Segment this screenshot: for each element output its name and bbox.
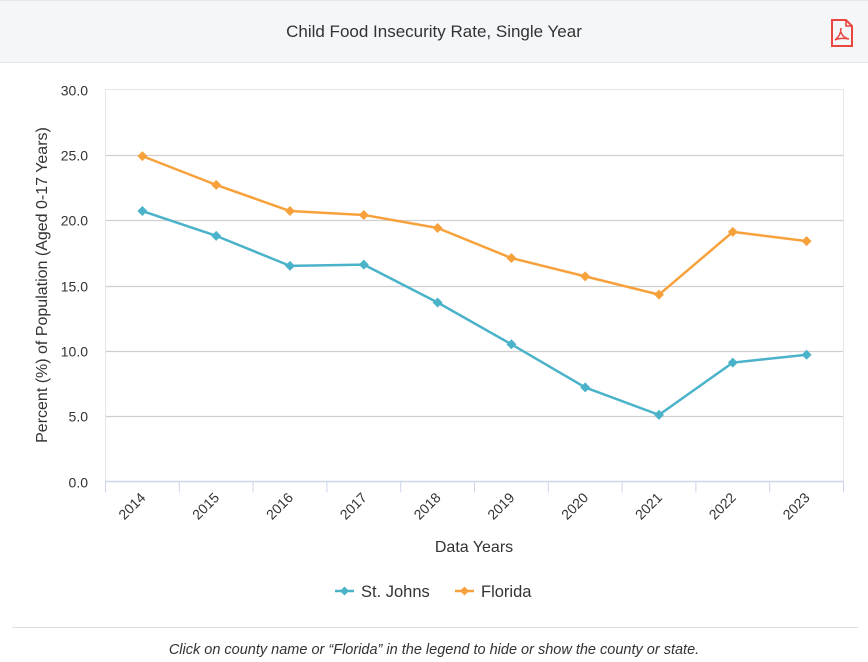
x-tick-label: 2022	[706, 489, 739, 522]
y-tick-label: 30.0	[61, 83, 88, 99]
series-line	[141, 154, 807, 296]
data-point-marker[interactable]	[358, 209, 369, 220]
x-tick-label: 2017	[337, 489, 370, 522]
x-axis-title: Data Years	[435, 539, 513, 556]
series-st-johns	[137, 206, 812, 420]
line-chart: 0.0 5.0 10.0 15.0 20.0 25.0 30.0 2014 2015 2016 2…	[34, 83, 844, 601]
data-point-marker[interactable]	[506, 253, 517, 264]
data-point-marker[interactable]	[801, 349, 812, 360]
y-tick-label: 15.0	[61, 279, 88, 295]
x-tick-label: 2023	[779, 489, 812, 522]
legend-diamond-icon	[460, 586, 469, 596]
x-tick-label: 2015	[189, 489, 222, 522]
data-point-marker[interactable]	[654, 289, 664, 300]
pdf-file-icon	[831, 19, 853, 47]
data-point-marker[interactable]	[285, 260, 295, 271]
series-florida	[137, 151, 812, 300]
chart-title: Child Food Insecurity Rate, Single Year	[286, 22, 582, 41]
data-point-marker[interactable]	[506, 339, 517, 350]
y-axis-title: Percent (%) of Population (Aged 0-17 Yea…	[34, 127, 51, 443]
data-point-marker[interactable]	[580, 271, 591, 282]
legend-diamond-icon	[340, 586, 349, 596]
footer-divider	[12, 627, 858, 628]
data-point-marker[interactable]	[137, 206, 148, 217]
data-point-marker[interactable]	[727, 226, 738, 237]
y-tick-label: 0.0	[69, 475, 89, 491]
data-point-marker[interactable]	[654, 409, 664, 420]
plot-area-border	[105, 89, 844, 482]
legend-item-florida[interactable]: Florida	[455, 583, 532, 601]
data-point-marker[interactable]	[801, 236, 812, 247]
x-tick-label: 2018	[410, 489, 443, 522]
x-tick-label: 2014	[115, 489, 148, 522]
x-tick-label: 2019	[484, 489, 517, 522]
data-point-marker[interactable]	[285, 206, 295, 217]
data-point-marker[interactable]	[432, 223, 443, 234]
legend-instructions: Click on county name or “Florida” in the…	[168, 642, 700, 658]
data-point-marker[interactable]	[137, 151, 148, 162]
chart-header: Child Food Insecurity Rate, Single Year	[0, 0, 868, 63]
series-line	[142, 209, 807, 417]
legend-label: St. Johns	[361, 583, 430, 601]
data-point-marker[interactable]	[727, 357, 738, 368]
legend-label: Florida	[481, 583, 532, 601]
y-tick-label: 10.0	[61, 344, 88, 360]
y-tick-label: 5.0	[69, 409, 89, 425]
data-point-marker[interactable]	[211, 179, 222, 190]
pdf-export-button[interactable]	[829, 18, 855, 48]
y-tick-label: 20.0	[61, 213, 88, 229]
x-tick-label: 2016	[263, 489, 296, 522]
data-point-marker[interactable]	[580, 382, 591, 393]
legend-item-st-johns[interactable]: St. Johns	[335, 583, 430, 601]
data-point-marker[interactable]	[211, 230, 222, 241]
chart-legend: St. Johns Florida	[335, 583, 532, 601]
x-tick-label: 2020	[558, 489, 591, 522]
x-tick-label: 2021	[632, 489, 665, 522]
y-tick-label: 25.0	[61, 148, 88, 164]
data-point-marker[interactable]	[432, 297, 443, 308]
data-point-marker[interactable]	[358, 259, 369, 270]
